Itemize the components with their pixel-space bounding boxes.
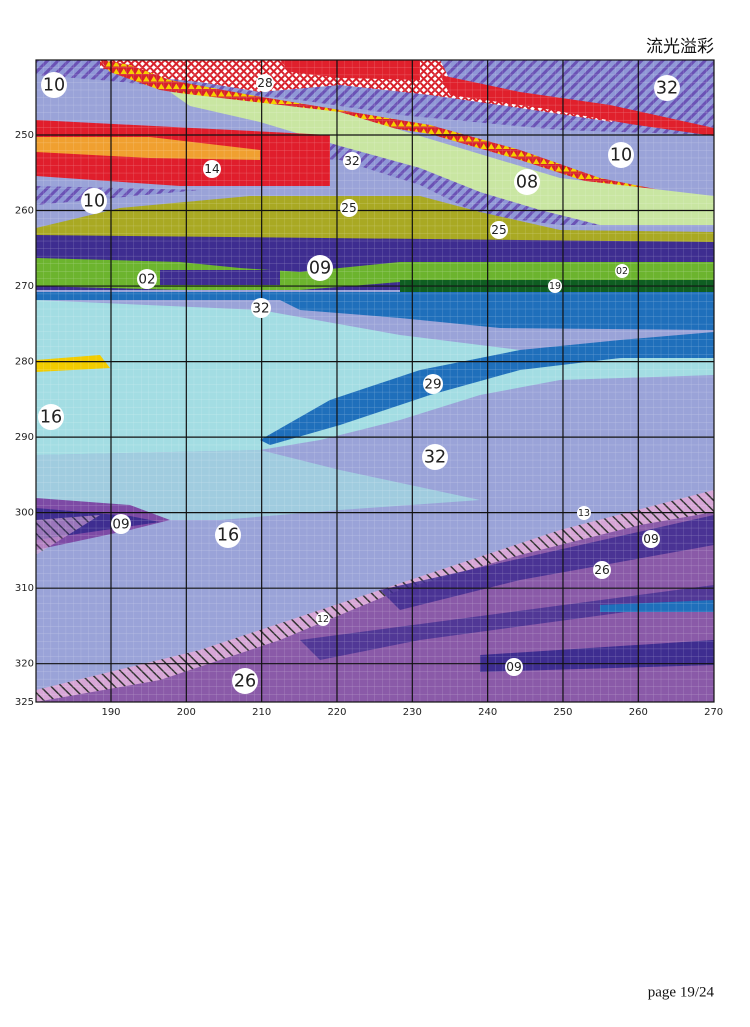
symbol-badge bbox=[232, 668, 258, 694]
symbol-badge bbox=[340, 199, 358, 217]
symbol-label: 09 bbox=[506, 660, 521, 674]
symbol-badge bbox=[615, 264, 629, 278]
symbol-badge bbox=[343, 152, 361, 170]
symbol-badge bbox=[514, 169, 540, 195]
symbol-badge bbox=[608, 142, 634, 168]
symbol-label: 12 bbox=[317, 614, 329, 625]
symbol-badge bbox=[654, 75, 680, 101]
symbol-label: 19 bbox=[549, 281, 561, 292]
symbol-label: 14 bbox=[204, 162, 220, 176]
symbol-label: 25 bbox=[341, 201, 356, 215]
symbol-badge bbox=[251, 298, 271, 318]
symbol-label: 09 bbox=[112, 517, 129, 533]
symbol-badge bbox=[111, 514, 131, 534]
symbol-label: 28 bbox=[257, 76, 272, 90]
symbol-label: 32 bbox=[424, 448, 446, 468]
y-tick-label: 320 bbox=[15, 659, 34, 670]
symbol-label: 02 bbox=[138, 272, 155, 288]
symbol-badge bbox=[577, 506, 591, 520]
symbol-badge bbox=[593, 561, 611, 579]
stitch-area bbox=[36, 60, 714, 702]
y-tick-label: 280 bbox=[15, 357, 34, 368]
y-tick-label: 260 bbox=[15, 206, 34, 217]
symbol-badge bbox=[215, 522, 241, 548]
symbol-label: 16 bbox=[217, 526, 239, 546]
page-title: 流光溢彩 bbox=[646, 37, 714, 57]
symbol-badge bbox=[307, 255, 333, 281]
symbol-label: 16 bbox=[40, 408, 62, 428]
x-tick-label: 190 bbox=[101, 707, 120, 718]
symbol-label: 25 bbox=[491, 223, 506, 237]
symbol-label: 02 bbox=[616, 266, 628, 277]
symbol-badge bbox=[422, 444, 448, 470]
x-tick-label: 250 bbox=[553, 707, 572, 718]
y-tick-label: 270 bbox=[15, 281, 34, 292]
page-number: page 19/24 bbox=[648, 984, 715, 1000]
major-grid bbox=[35, 59, 715, 703]
symbol-label: 10 bbox=[83, 192, 105, 212]
y-tick-label: 250 bbox=[15, 130, 34, 141]
x-tick-label: 240 bbox=[478, 707, 497, 718]
x-tick-label: 270 bbox=[704, 707, 723, 718]
symbol-label: 09 bbox=[643, 532, 658, 546]
symbol-label: 26 bbox=[594, 563, 609, 577]
symbol-badge bbox=[203, 160, 221, 178]
symbol-label: 09 bbox=[309, 259, 331, 279]
x-tick-label: 230 bbox=[403, 707, 422, 718]
symbol-label: 32 bbox=[656, 79, 678, 99]
symbol-badge bbox=[41, 72, 67, 98]
symbol-badge bbox=[81, 188, 107, 214]
symbol-label: 26 bbox=[234, 672, 256, 692]
symbol-label: 32 bbox=[252, 301, 269, 317]
symbol-label: 13 bbox=[578, 508, 590, 519]
x-tick-label: 220 bbox=[327, 707, 346, 718]
symbol-badge bbox=[256, 74, 274, 92]
symbol-badge bbox=[38, 404, 64, 430]
symbol-badge bbox=[490, 221, 508, 239]
symbol-badge bbox=[548, 279, 562, 293]
symbol-badge bbox=[423, 374, 443, 394]
symbol-badge bbox=[316, 612, 330, 626]
x-tick-label: 200 bbox=[177, 707, 196, 718]
symbol-label: 29 bbox=[424, 377, 441, 393]
symbol-label: 10 bbox=[43, 76, 65, 96]
y-tick-label: 290 bbox=[15, 432, 34, 443]
symbol-label: 10 bbox=[610, 146, 632, 166]
symbol-label: 08 bbox=[516, 173, 538, 193]
symbol-label: 32 bbox=[344, 154, 359, 168]
symbol-badge bbox=[137, 269, 157, 289]
y-tick-label: 325 bbox=[15, 697, 34, 708]
y-tick-label: 300 bbox=[15, 508, 34, 519]
symbol-badge bbox=[505, 658, 523, 676]
x-tick-label: 260 bbox=[629, 707, 648, 718]
symbol-badge bbox=[642, 530, 660, 548]
x-tick-label: 210 bbox=[252, 707, 271, 718]
y-tick-label: 310 bbox=[15, 583, 34, 594]
